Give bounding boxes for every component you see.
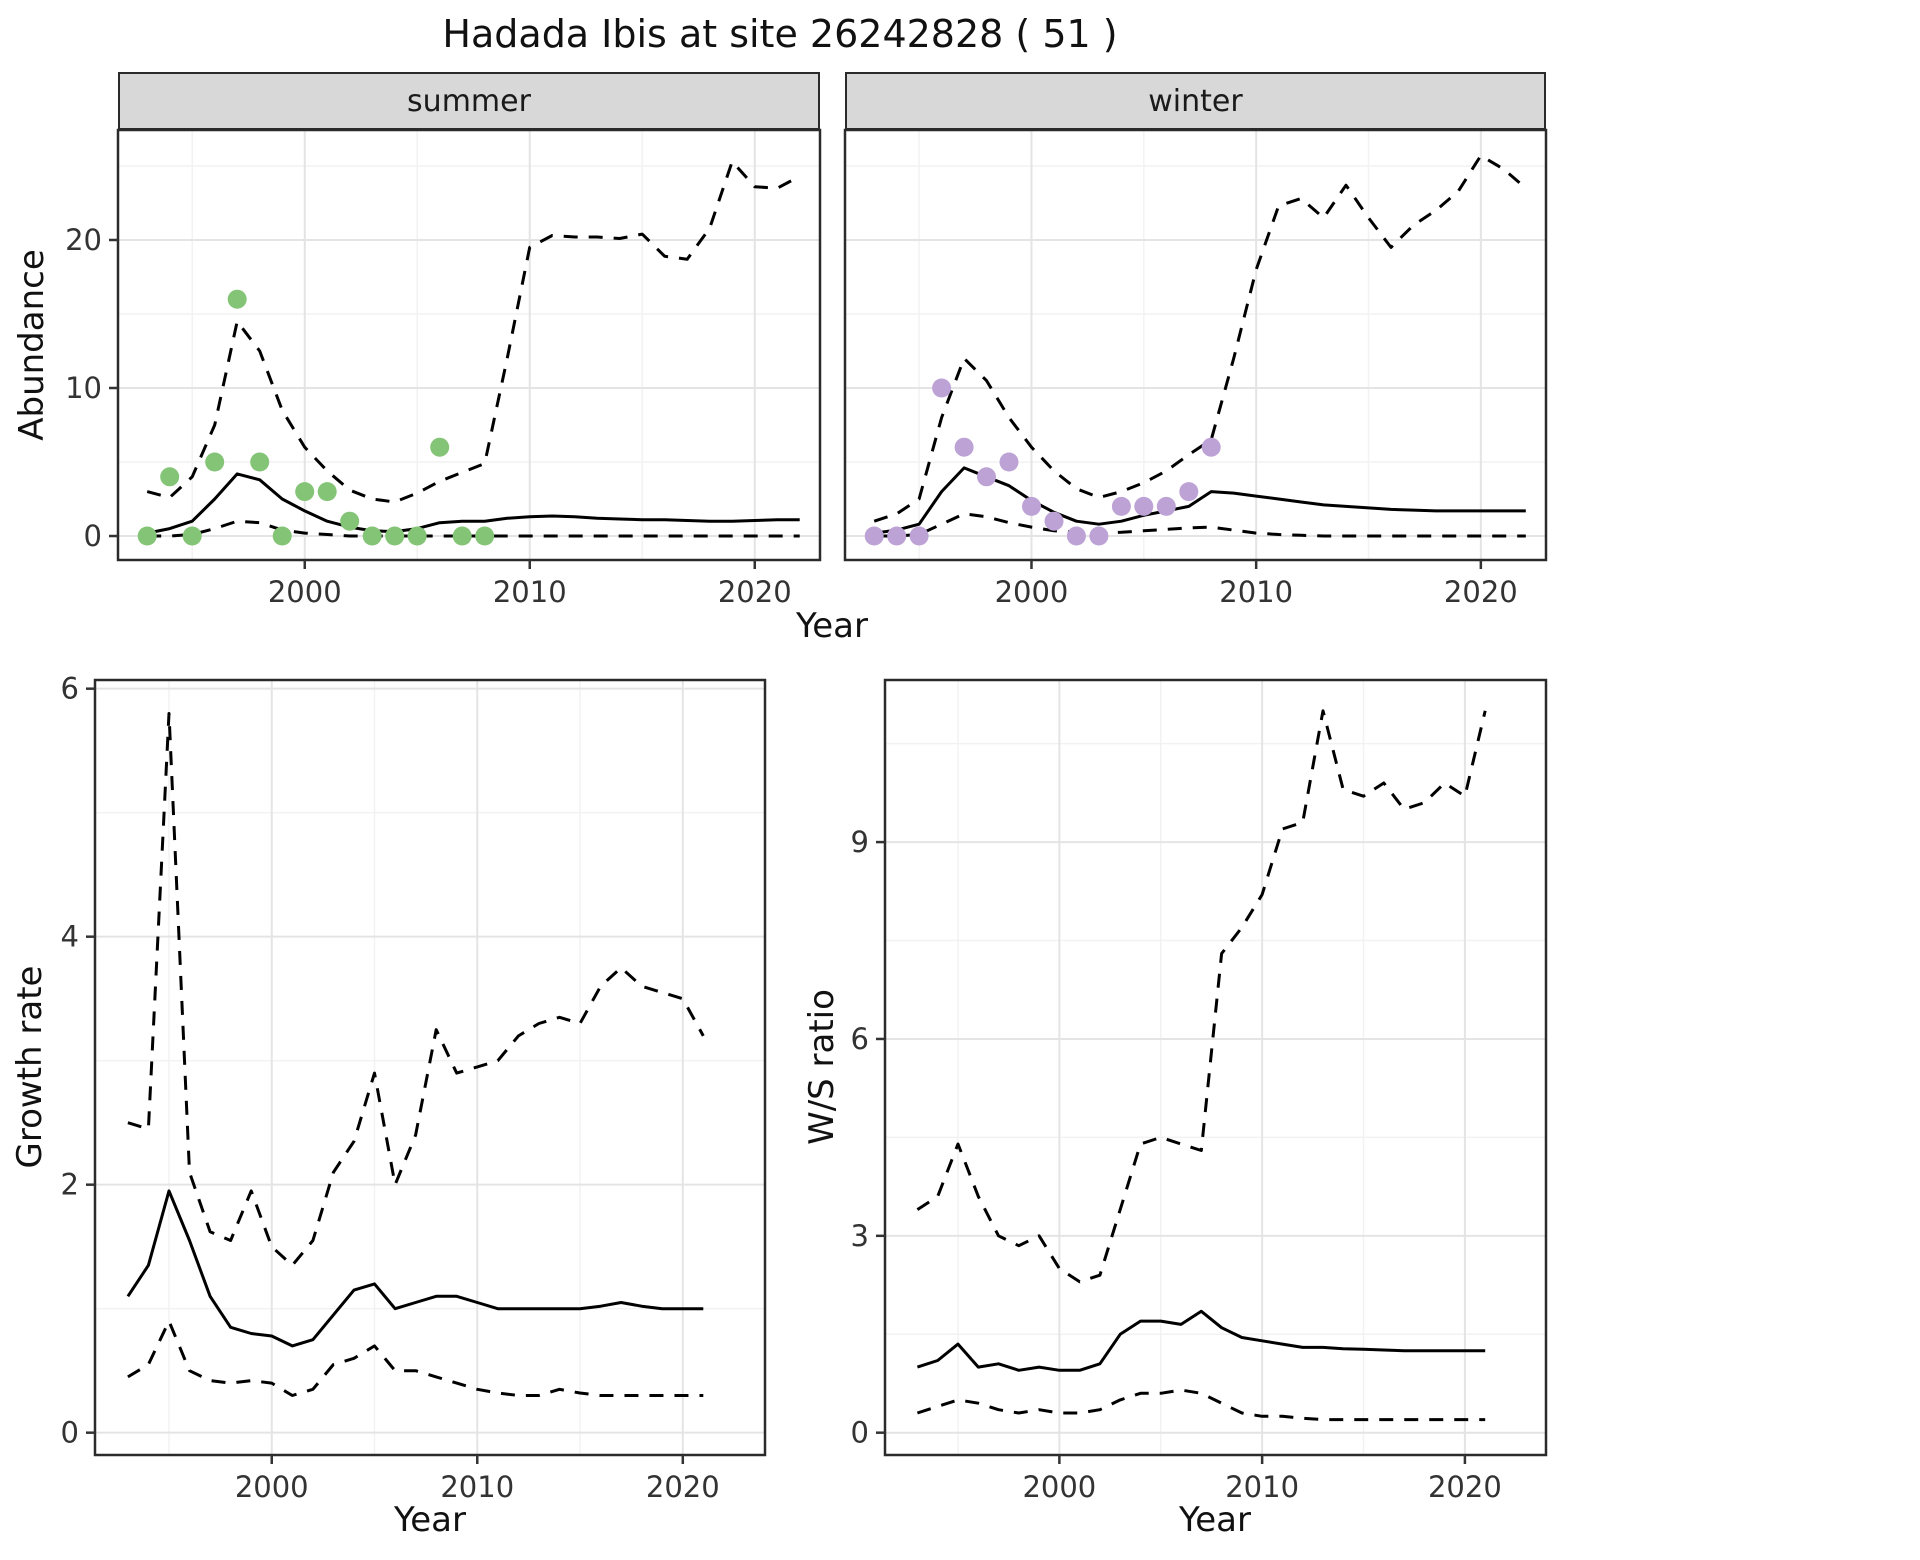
data-point <box>227 289 247 309</box>
series-lower_ci <box>916 1388 1486 1422</box>
series-lower_ci <box>874 512 1526 538</box>
x-axis-label-year-bottom-right: Year <box>1179 1500 1251 1540</box>
y-tick-label: 3 <box>851 1219 869 1253</box>
series-upper_ci <box>916 709 1487 1284</box>
y-axis-label-ws-ratio: W/S ratio <box>802 989 842 1145</box>
panel-abundance_winter: 2000 2010 2020 <box>843 128 1548 609</box>
data-point <box>250 452 270 472</box>
data-point <box>160 467 180 487</box>
panel-background <box>95 680 765 1455</box>
series-lower_ci <box>127 1319 704 1397</box>
panel-growth_rate: 2000 2010 2020 0 2 4 6 <box>61 672 767 1504</box>
series-lower_ci <box>147 519 800 538</box>
data-point <box>340 511 360 531</box>
data-point <box>1022 496 1041 516</box>
observed-counts-summer <box>137 289 495 546</box>
data-point <box>1156 496 1176 516</box>
data-point <box>999 452 1019 472</box>
data-point <box>137 526 157 546</box>
panel-background <box>885 680 1546 1455</box>
data-point <box>205 452 225 472</box>
facet-strip-summer: summer <box>118 72 820 130</box>
observed-counts-winter <box>864 378 1221 546</box>
data-point <box>1089 526 1109 546</box>
facet-strip-winter: winter <box>845 72 1546 130</box>
data-point <box>1044 511 1064 531</box>
y-tick-label: 6 <box>851 1022 869 1056</box>
y-tick-label: 0 <box>61 1416 79 1450</box>
chart-title: Hadada Ibis at site 26242828 ( 51 ) <box>442 12 1118 56</box>
data-point <box>272 526 292 546</box>
data-point <box>430 437 450 457</box>
panel-border <box>883 678 1548 1457</box>
x-tick-label: 2000 <box>1022 1470 1096 1504</box>
panel-border <box>116 128 822 562</box>
series-upper_ci <box>873 154 1527 523</box>
data-point <box>452 526 472 546</box>
data-point <box>1066 526 1086 546</box>
data-point <box>1201 437 1221 457</box>
data-point <box>475 526 495 546</box>
x-tick-label: 2020 <box>718 575 792 609</box>
x-tick-label: 2020 <box>1428 1470 1502 1504</box>
data-point <box>407 526 427 546</box>
data-point <box>317 482 337 502</box>
series-mean <box>916 1309 1486 1372</box>
data-point <box>1134 496 1154 516</box>
y-tick-label: 0 <box>851 1416 869 1450</box>
series-upper_ci <box>146 160 801 504</box>
y-tick-label: 2 <box>61 1168 79 1202</box>
x-tick-label: 2010 <box>493 575 567 609</box>
y-tick-label: 9 <box>851 825 869 859</box>
x-tick-label: 2020 <box>646 1470 720 1504</box>
panel-abundance_summer: 2000 2010 2020 0 10 20 <box>65 128 822 609</box>
y-tick-label: 6 <box>61 672 79 706</box>
data-point <box>295 482 315 502</box>
data-point <box>182 526 202 546</box>
panel-background <box>118 130 820 560</box>
y-tick-label: 20 <box>65 223 102 257</box>
facet-strip-winter-label: winter <box>1148 83 1243 119</box>
data-point <box>909 526 929 546</box>
y-tick-label: 0 <box>84 519 102 553</box>
y-axis-label-growth-rate: Growth rate <box>10 965 50 1169</box>
panel-ws_ratio: 2000 2010 2020 0 3 6 9 <box>851 678 1548 1504</box>
facet-strip-summer-label: summer <box>407 83 531 119</box>
x-tick-label: 2010 <box>1225 1470 1299 1504</box>
data-point <box>954 437 974 457</box>
x-axis-label-year-top: Year <box>796 606 868 646</box>
data-point <box>864 526 884 546</box>
x-tick-label: 2010 <box>1219 575 1293 609</box>
data-point <box>385 526 405 546</box>
data-point <box>932 378 952 398</box>
panel-border <box>93 678 767 1457</box>
series-mean <box>146 472 800 535</box>
panel-border <box>843 128 1548 562</box>
x-tick-label: 2000 <box>235 1470 309 1504</box>
x-axis-label-year-bottom-left: Year <box>394 1500 466 1540</box>
x-tick-label: 2020 <box>1444 575 1518 609</box>
data-point <box>1111 496 1131 516</box>
data-point <box>1179 482 1199 502</box>
data-point <box>362 526 382 546</box>
x-tick-label: 2000 <box>268 575 342 609</box>
y-tick-label: 4 <box>61 920 79 954</box>
x-tick-label: 2000 <box>995 575 1069 609</box>
data-point <box>977 467 996 487</box>
series-mean <box>126 1189 704 1348</box>
data-point <box>887 526 907 546</box>
x-tick-label: 2010 <box>440 1470 514 1504</box>
y-axis-label-abundance: Abundance <box>12 249 52 441</box>
y-tick-label: 10 <box>65 371 102 405</box>
series-upper_ci <box>127 712 705 1267</box>
